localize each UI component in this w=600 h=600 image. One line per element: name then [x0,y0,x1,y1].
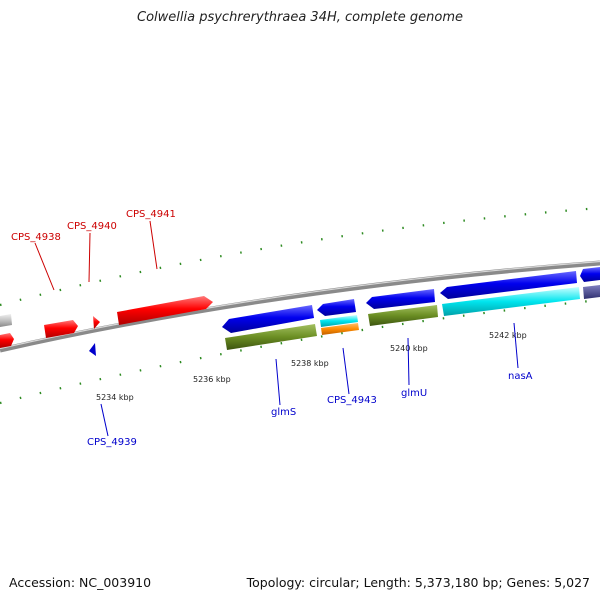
feature-cps-4943[interactable] [317,299,356,316]
genome-backbone [0,260,600,353]
feature-blue-right-edge[interactable] [580,267,600,282]
scale-label-5234: 5234 kbp [96,393,134,402]
leader-line-cps-4941 [149,220,158,270]
gene-label-cps-4938[interactable]: CPS_4938 [11,232,61,243]
scale-label-5240: 5240 kbp [390,344,428,353]
feature-cps-4938[interactable] [44,320,78,338]
leader-line-cps-4943 [342,347,350,395]
gene-label-cps-4943[interactable]: CPS_4943 [327,395,377,406]
gene-label-cps-4940[interactable]: CPS_4940 [67,221,117,232]
feature-nasa[interactable] [440,271,577,299]
feature-grey-left[interactable] [0,314,12,327]
feature-glmu-rna[interactable] [368,305,438,326]
leader-line-cps-4938 [34,242,55,291]
accession-text: Accession: NC_003910 [9,575,152,590]
gene-label-glms[interactable]: glmS [271,407,296,418]
gene-label-nasa[interactable]: nasA [508,371,533,382]
feature-cps-4941[interactable] [117,296,213,325]
feature-cps-4943-orange[interactable] [321,323,359,335]
feature-cps-4939[interactable] [89,343,96,356]
scale-label-5238: 5238 kbp [291,359,329,368]
feature-cps-4943-cyan[interactable] [320,315,358,327]
gene-label-cps-4939[interactable]: CPS_4939 [87,437,137,448]
feature-glms[interactable] [222,305,314,333]
feature-navy-right-edge[interactable] [583,285,600,299]
genome-summary-text: Topology: circular; Length: 5,373,180 bp… [246,575,590,590]
leader-line-glmu [407,337,410,386]
leader-line-cps-4940 [88,232,91,283]
scale-label-5242: 5242 kbp [489,331,527,340]
gene-label-cps-4941[interactable]: CPS_4941 [126,209,176,220]
feature-red-left-edge[interactable] [0,333,14,348]
feature-cps-4940[interactable] [93,316,100,329]
gene-label-glmu[interactable]: glmU [401,388,427,399]
scale-label-5236: 5236 kbp [193,375,231,384]
feature-glmu[interactable] [366,289,435,309]
leader-line-glms [275,358,281,406]
leader-line-cps-4939 [100,403,109,437]
feature-glms-rna[interactable] [225,324,317,350]
map-title: Colwellia psychrerythraea 34H, complete … [137,10,463,25]
leader-line-nasa [513,322,519,369]
feature-nasa-cyan[interactable] [442,287,580,316]
